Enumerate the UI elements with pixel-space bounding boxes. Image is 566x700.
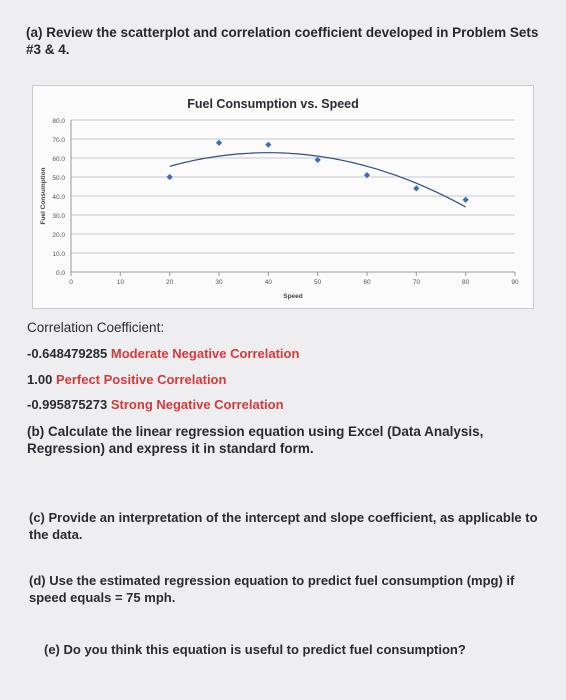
y-axis-label: Fuel Consumption: [40, 167, 47, 224]
x-tick-label: 0: [69, 279, 73, 286]
correlation-line-2: 1.00 Perfect Positive Correlation: [27, 372, 226, 387]
x-tick-label: 60: [363, 279, 371, 286]
correlation-label: Strong Negative Correlation: [110, 397, 284, 412]
x-tick-label: 80: [462, 279, 470, 286]
y-tick-label: 10.0: [52, 251, 65, 258]
chart-title: Fuel Consumption vs. Speed: [187, 97, 359, 111]
data-point: [215, 139, 223, 146]
x-tick-label: 70: [413, 279, 421, 286]
correlation-value: -0.995875273: [27, 397, 108, 412]
y-tick-label: 70.0: [52, 137, 65, 144]
question-d: (d) Use the estimated regression equatio…: [29, 573, 515, 605]
question-c: (c) Provide an interpretation of the int…: [29, 510, 538, 542]
correlation-value: 1.00: [27, 372, 53, 387]
correlation-value: -0.648479285: [27, 346, 108, 361]
x-tick-label: 20: [166, 279, 174, 286]
question-b: (b) Calculate the linear regression equa…: [27, 424, 484, 456]
x-axis-label: Speed: [283, 293, 303, 300]
y-tick-label: 40.0: [52, 194, 65, 201]
data-point: [166, 173, 173, 181]
correlation-line-3: -0.995875273 Strong Negative Correlation: [27, 397, 284, 412]
correlation-label: Perfect Positive Correlation: [55, 372, 227, 387]
correlation-title: Correlation Coefficient:: [27, 320, 165, 335]
data-point: [265, 141, 272, 148]
scatter-chart: Fuel Consumption vs. Speed 0.0 10.0 20.0 30.…: [32, 85, 534, 309]
correlation-label: Moderate Negative Correlation: [110, 346, 300, 361]
y-tick-label: 0.0: [56, 270, 65, 277]
y-tick-label: 50.0: [52, 175, 65, 182]
x-tick-label: 50: [314, 279, 322, 286]
question-a: (a) Review the scatterplot and correlati…: [26, 25, 539, 57]
correlation-line-1: -0.648479285 Moderate Negative Correlati…: [27, 346, 299, 361]
y-tick-label: 20.0: [52, 232, 65, 239]
x-tick-label: 90: [511, 279, 519, 286]
y-tick-label: 80.0: [52, 118, 65, 125]
y-tick-label: 60.0: [52, 156, 65, 163]
x-tick-label: 30: [215, 279, 223, 286]
data-point: [413, 185, 420, 192]
question-e: (e) Do you think this equation is useful…: [44, 642, 466, 657]
x-tick-label: 10: [117, 279, 125, 286]
y-tick-label: 30.0: [52, 213, 65, 220]
x-tick-label: 40: [265, 279, 273, 286]
data-point: [462, 196, 469, 203]
chart-canvas: Fuel Consumption vs. Speed 0.0 10.0 20.0 30.…: [40, 97, 519, 300]
trendline: [169, 152, 466, 208]
